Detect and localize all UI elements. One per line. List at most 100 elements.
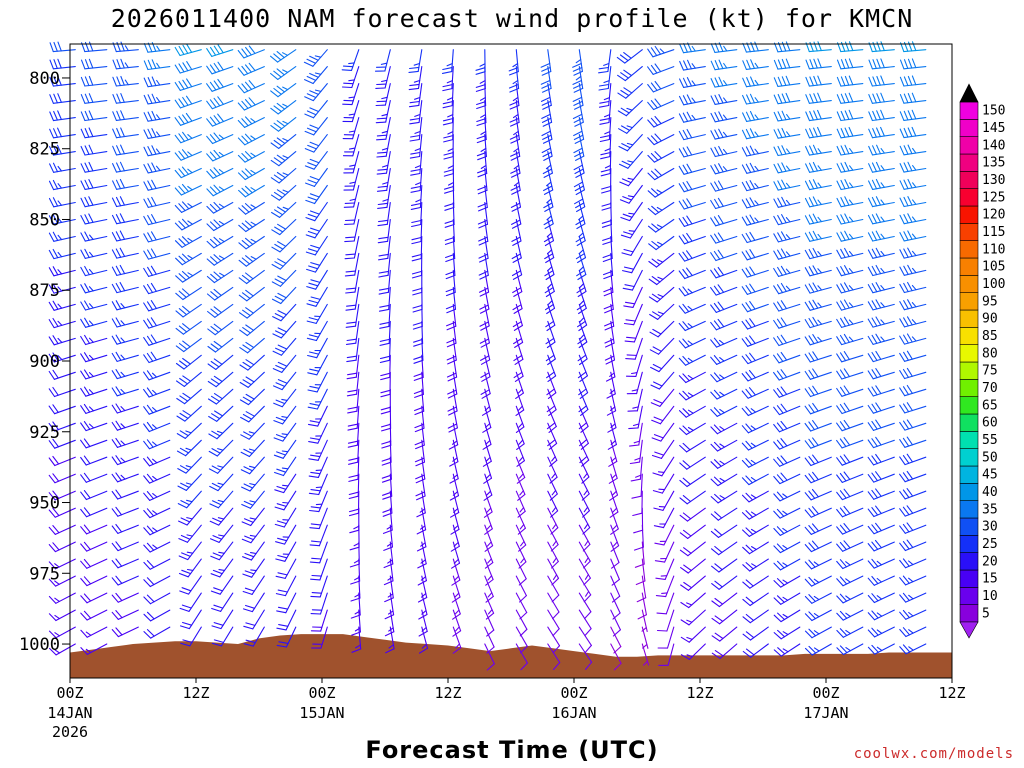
- barb-feather: [250, 187, 257, 192]
- wind-barb: [836, 75, 864, 87]
- barb-feather: [836, 128, 842, 139]
- barb-feather: [845, 595, 851, 600]
- barb-feather: [582, 543, 591, 552]
- barb-feather: [836, 111, 842, 122]
- barb-feather: [181, 236, 190, 244]
- barb-shaft: [547, 626, 561, 647]
- wind-barb: [656, 592, 675, 615]
- barb-feather: [776, 387, 784, 397]
- barb-feather: [442, 101, 453, 105]
- barb-feather: [150, 282, 157, 292]
- barb-feather: [687, 288, 693, 294]
- wind-barb: [307, 354, 328, 376]
- barb-feather: [813, 595, 820, 601]
- barb-feather: [209, 485, 219, 492]
- barb-feather: [678, 252, 686, 262]
- barb-feather: [880, 267, 886, 274]
- wind-barb: [573, 167, 585, 196]
- barb-feather: [839, 645, 848, 654]
- barb-feather: [48, 388, 56, 398]
- barb-feather: [213, 97, 221, 107]
- wind-barb: [741, 162, 769, 174]
- barb-feather: [409, 138, 420, 142]
- barb-feather: [84, 128, 90, 138]
- barb-feather: [57, 303, 63, 309]
- wind-barb: [678, 371, 706, 384]
- barb-feather: [80, 370, 87, 380]
- wind-barb: [515, 643, 528, 671]
- barb-feather: [632, 406, 639, 409]
- barb-feather: [642, 643, 648, 649]
- barb-feather: [678, 305, 686, 314]
- barb-feather: [143, 613, 152, 622]
- barb-feather: [520, 540, 525, 547]
- barb-feather: [512, 96, 519, 102]
- barb-feather: [176, 450, 187, 457]
- barb-feather: [813, 630, 820, 635]
- barb-feather: [647, 172, 656, 181]
- wind-barb: [48, 438, 76, 449]
- barb-feather: [714, 94, 720, 105]
- barb-feather: [115, 403, 122, 413]
- wind-barb: [304, 66, 328, 85]
- barb-feather: [714, 146, 720, 157]
- colorbar-label: 135: [982, 156, 1005, 171]
- barb-feather: [379, 359, 391, 364]
- barb-feather: [484, 562, 494, 569]
- barb-feather: [808, 179, 815, 190]
- barb-feather: [282, 52, 289, 56]
- barb-feather: [608, 460, 618, 467]
- barb-feather: [275, 382, 286, 387]
- barb-feather: [377, 206, 388, 209]
- wind-barb: [143, 231, 171, 243]
- barb-feather: [682, 460, 691, 468]
- barb-feather: [178, 273, 187, 281]
- barb-feather: [679, 497, 688, 505]
- barb-feather: [714, 164, 720, 174]
- barb-shaft: [667, 643, 675, 666]
- barb-feather: [868, 59, 873, 70]
- barb-feather: [908, 560, 914, 566]
- barb-feather: [751, 546, 757, 551]
- barb-feather: [120, 144, 125, 155]
- barb-feather: [514, 375, 524, 382]
- wind-barb: [543, 201, 554, 230]
- barb-feather: [613, 662, 622, 671]
- wind-barb: [410, 167, 423, 193]
- wind-barb: [344, 252, 360, 277]
- barb-feather: [314, 72, 322, 75]
- wind-barb: [447, 388, 458, 416]
- wind-barb: [867, 471, 895, 483]
- barb-feather: [844, 110, 850, 121]
- barb-feather: [453, 525, 459, 530]
- barb-feather: [804, 561, 813, 570]
- barb-feather: [840, 197, 846, 207]
- barb-feather: [84, 248, 90, 259]
- barb-feather: [780, 351, 788, 361]
- barb-feather: [80, 543, 88, 552]
- barb-feather: [250, 569, 257, 572]
- barb-feather: [276, 644, 287, 648]
- barb-feather: [218, 238, 225, 243]
- x-tick-label: 00Z: [560, 684, 587, 702]
- barb-feather: [156, 97, 161, 103]
- barb-feather: [843, 523, 851, 532]
- barb-feather: [845, 647, 852, 652]
- barb-feather: [349, 563, 360, 568]
- barb-feather: [844, 179, 850, 189]
- barb-feather: [745, 510, 754, 518]
- barb-feather: [817, 182, 822, 188]
- barb-feather: [412, 308, 423, 313]
- wind-barb: [899, 453, 927, 466]
- barb-feather: [868, 145, 874, 156]
- wind-barb: [275, 541, 297, 562]
- barb-feather: [550, 510, 559, 518]
- barb-feather: [273, 437, 284, 442]
- barb-feather: [651, 454, 662, 459]
- barb-feather: [310, 296, 321, 300]
- wind-barb: [773, 490, 801, 502]
- wind-barb: [547, 626, 561, 654]
- barb-feather: [512, 274, 523, 280]
- wind-barb: [804, 540, 832, 553]
- wind-barb: [175, 269, 202, 283]
